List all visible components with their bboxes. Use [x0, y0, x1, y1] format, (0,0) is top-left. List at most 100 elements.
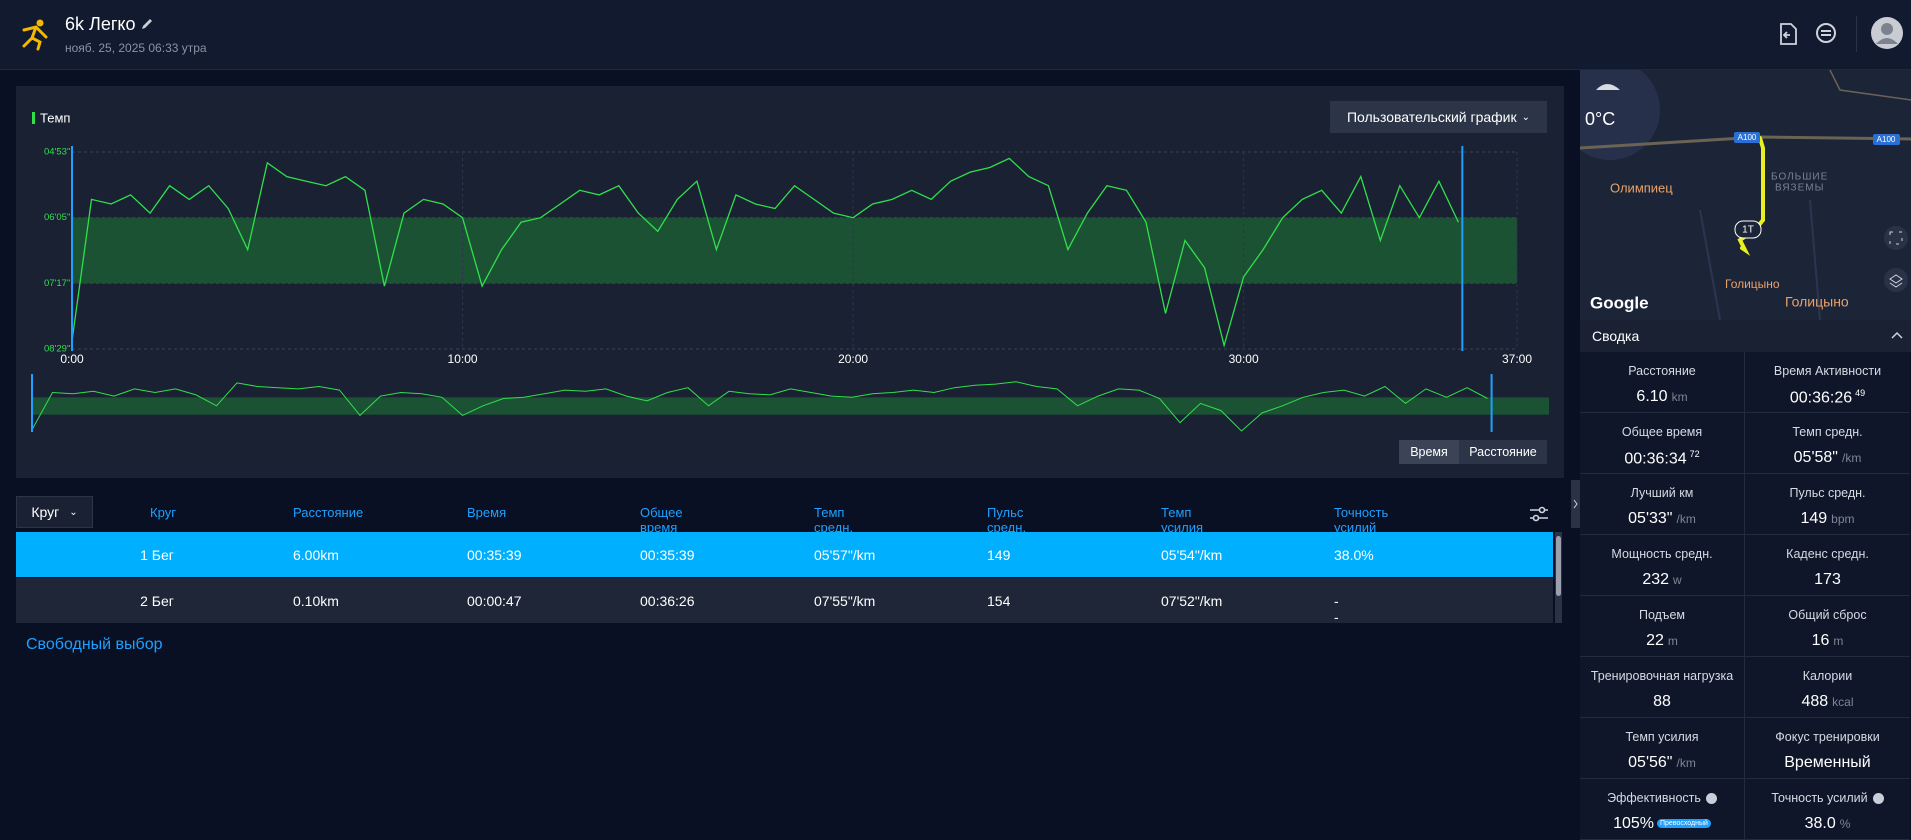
column-header[interactable]: Темп усилия	[1161, 505, 1204, 535]
lap-cell: 154	[987, 593, 1011, 609]
weather-badge	[1580, 70, 1660, 160]
stat-label-text: Общее время	[1621, 425, 1703, 439]
stat-unit: %	[1839, 817, 1851, 831]
stat-label-text: Мощность средн.	[1611, 547, 1713, 561]
column-header[interactable]: Расстояние	[293, 505, 364, 520]
place-label: Голицыно	[1785, 294, 1849, 310]
stat-label-text: Тренировочная нагрузка	[1590, 669, 1734, 683]
stat-value: 05'56"/km	[1580, 754, 1744, 772]
lap-cell: 38.0%	[1334, 547, 1374, 563]
lap-selector[interactable]: Круг ⌄	[16, 496, 93, 528]
run-icon	[22, 19, 48, 51]
road-badge	[1734, 132, 1760, 143]
lap-cell: 07'52"/km	[1161, 593, 1223, 609]
lap-row[interactable]	[16, 578, 1553, 623]
info-icon[interactable]	[1872, 793, 1884, 805]
share-icon[interactable]	[1815, 22, 1837, 44]
scroll-thumb[interactable]	[1556, 536, 1561, 596]
distance-axis-button[interactable]: Расстояние	[1459, 440, 1547, 464]
legend-swatch	[32, 112, 35, 124]
chart-type-dropdown[interactable]: Пользовательский график ⌄	[1330, 101, 1547, 133]
stat-value: 6.10 km	[1580, 388, 1744, 406]
lap-cell: --	[1334, 593, 1339, 625]
stat-value-text: 05'33"	[1628, 510, 1673, 527]
x-tick-label: 20:00	[838, 352, 868, 366]
column-header[interactable]: Пульс средн.	[987, 505, 1027, 535]
fullscreen-button[interactable]	[1884, 226, 1908, 250]
stat-value: 38.0%	[1745, 815, 1910, 833]
stat-label: Тренировочная нагрузка	[1580, 669, 1744, 683]
y-tick-label: 07'17"	[44, 278, 70, 289]
time-axis-button[interactable]: Время	[1399, 440, 1459, 464]
stat-value: 05'33"/km	[1580, 510, 1744, 528]
legend-label: Темп	[40, 110, 70, 125]
summary-cell: Темп усилия 05'56"/km	[1580, 718, 1745, 779]
stat-label: Темп средн.	[1745, 425, 1910, 439]
stat-unit: /km	[1676, 756, 1696, 770]
summary-cell: Время Активности 00:36:26 49	[1745, 352, 1910, 413]
column-header[interactable]: Точность усилий	[1334, 505, 1389, 535]
lap-cell: 07'55"/km	[814, 593, 876, 609]
activity-title: 6k Легко	[65, 14, 136, 34]
map-brand: Google	[1590, 293, 1649, 312]
column-header[interactable]: Общее время	[640, 505, 683, 535]
summary-cell: Мощность средн. 232 w	[1580, 535, 1745, 596]
summary-cell: Темп средн. 05'58"/km	[1745, 413, 1910, 474]
collapse-tab[interactable]	[1571, 480, 1580, 528]
stat-label-text: Время Активности	[1773, 364, 1882, 378]
column-header[interactable]: Круг	[150, 505, 176, 520]
start-marker	[1734, 220, 1762, 239]
y-tick-label: 06'05"	[44, 212, 70, 223]
summary-cell: Лучший км 05'33"/km	[1580, 474, 1745, 535]
avatar[interactable]	[1870, 16, 1904, 50]
layers-button[interactable]	[1884, 268, 1908, 292]
stat-value: 16 m	[1745, 632, 1910, 650]
lap-cell: 00:35:39	[640, 547, 695, 563]
stat-value-text: 05'58"	[1793, 449, 1838, 466]
stat-label-text: Эффективность	[1607, 791, 1701, 805]
scrollbar[interactable]	[1555, 532, 1562, 623]
stat-value: 173	[1745, 571, 1910, 589]
column-header[interactable]: Время	[467, 505, 507, 520]
summary-header[interactable]: Сводка	[1580, 320, 1911, 352]
stat-label: Общий сброс	[1745, 608, 1910, 622]
stat-unit: km	[1671, 390, 1688, 404]
x-tick-label: 30:00	[1229, 352, 1259, 366]
stat-unit: /km	[1841, 451, 1862, 465]
stat-label-text: Темп средн.	[1792, 425, 1863, 439]
export-icon[interactable]	[1778, 22, 1798, 46]
lap-cell: 00:00:47	[467, 593, 522, 609]
road-label: A100	[1738, 133, 1757, 142]
place-label: Олимпиец	[1610, 180, 1673, 195]
activity-date: нояб. 25, 2025 06:33 утра	[65, 41, 207, 55]
stat-label-text: Калории	[1802, 669, 1853, 683]
info-icon[interactable]	[1705, 793, 1717, 805]
stat-value: 00:36:34 72	[1580, 449, 1744, 468]
summary-cell: Подъем 22 m	[1580, 596, 1745, 657]
stat-label-text: Темп усилия	[1625, 730, 1699, 744]
summary-cell: Общий сброс 16 m	[1745, 596, 1910, 657]
lap-row[interactable]	[16, 532, 1553, 577]
weather-icon	[1596, 84, 1620, 90]
edit-icon[interactable]	[140, 17, 154, 31]
x-tick-label: 37:00	[1502, 352, 1532, 366]
stat-value: Временный	[1745, 754, 1910, 772]
x-tick-label: 0:00	[60, 352, 84, 366]
stat-label-text: Точность усилий	[1771, 791, 1868, 805]
stat-value-text: 232	[1642, 571, 1670, 588]
dropdown-label: Пользовательский график	[1346, 109, 1517, 125]
lap-cell: 2 Бег	[140, 593, 174, 609]
stat-unit: m	[1667, 634, 1678, 648]
column-header[interactable]: Темп средн.	[814, 505, 854, 535]
stat-value: 232 w	[1580, 571, 1744, 589]
lap-cell: 05'54"/km	[1161, 547, 1223, 563]
summary-cell: Точность усилий 38.0%	[1745, 779, 1910, 840]
stat-label-text: Расстояние	[1628, 364, 1696, 378]
navigator-line	[31, 381, 1488, 432]
free-select-link[interactable]: Свободный выбор	[26, 636, 163, 653]
collapse-icon	[1891, 331, 1903, 339]
column-settings-icon[interactable]	[1529, 505, 1549, 523]
map[interactable]: 0°C A100 A100 Олимпиец БОЛЬШИЕ ВЯЗЕМЫ Го…	[1580, 70, 1911, 320]
lap-cell: 00:35:39	[467, 547, 522, 563]
